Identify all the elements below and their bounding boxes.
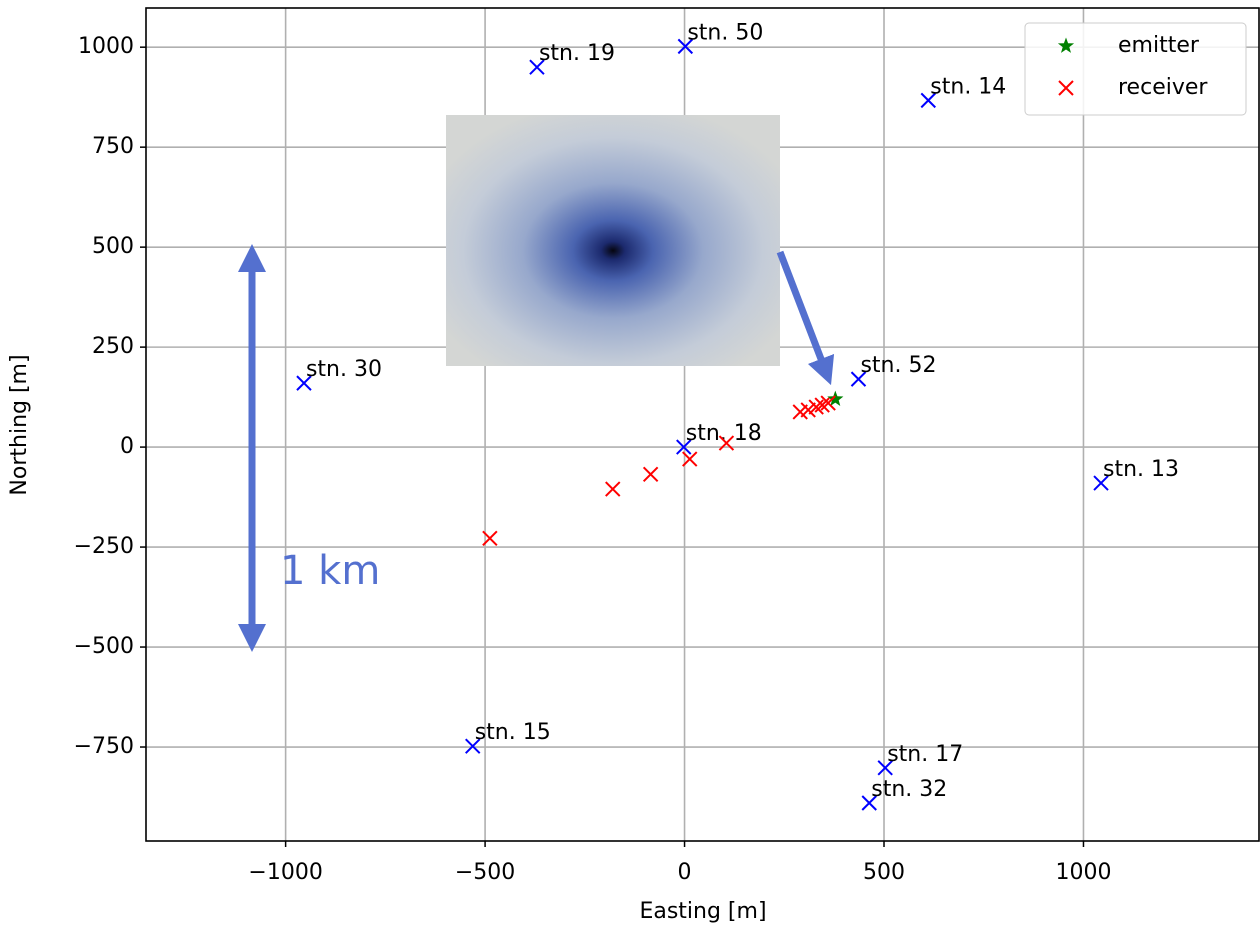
station-label: stn. 30 [306, 357, 382, 382]
legend-label: receiver [1118, 75, 1208, 100]
x-marker [877, 760, 893, 776]
x-tick-label: 500 [863, 860, 905, 885]
x-marker [861, 795, 877, 811]
x-tick-label: −500 [455, 860, 515, 885]
emitter-marker [827, 390, 844, 406]
y-tick-label: −750 [74, 734, 134, 759]
x-marker [800, 402, 816, 418]
scale-label: 1 km [280, 548, 380, 594]
x-axis-label: Easting [m] [639, 899, 766, 924]
station-label: stn. 13 [1103, 457, 1179, 482]
x-tick-label: −1000 [248, 860, 322, 885]
emitter-marker [1057, 37, 1075, 53]
y-tick-label: −250 [74, 534, 134, 559]
station-label: stn. 18 [686, 421, 762, 446]
station-label: stn. 32 [871, 777, 947, 802]
x-marker [820, 395, 836, 411]
station-label: stn. 52 [860, 353, 936, 378]
x-marker [676, 439, 692, 455]
x-marker [605, 481, 621, 497]
y-tick-label: 750 [92, 134, 134, 159]
x-marker [920, 92, 936, 109]
photo-arrow [776, 250, 835, 386]
y-tick-label: 1000 [78, 34, 134, 59]
legend-box [1024, 22, 1247, 116]
x-marker [482, 530, 498, 546]
station-label: stn. 50 [687, 20, 763, 45]
x-marker [642, 466, 659, 482]
y-tick-label: 500 [92, 234, 134, 259]
x-marker [529, 59, 545, 75]
x-tick-label: 0 [678, 860, 692, 885]
y-tick-label: 0 [120, 434, 134, 459]
legend: emitter receiver [1024, 22, 1247, 116]
x-marker [1058, 80, 1074, 96]
legend-label: emitter [1118, 33, 1200, 58]
y-tick-label: −500 [74, 634, 134, 659]
x-marker [850, 371, 867, 387]
x-marker [718, 435, 735, 451]
station-label: stn. 14 [930, 74, 1006, 99]
y-axis-label: Northing [m] [7, 354, 32, 495]
x-marker [1093, 475, 1109, 491]
x-marker [677, 38, 694, 55]
borehole-photo [446, 115, 780, 366]
marks: stn. 19 stn. 50 stn. 14 stn. 30 stn. 52 stn. … [296, 20, 1179, 811]
station-label: stn. 19 [539, 41, 615, 66]
x-tick-label: 1000 [1055, 860, 1111, 885]
x-marker [682, 451, 698, 467]
axes-frame [145, 7, 1260, 842]
y-tick-label: 250 [92, 334, 134, 359]
station-label: stn. 17 [887, 742, 963, 767]
x-marker [465, 738, 481, 754]
x-marker [296, 375, 312, 391]
station-label: stn. 15 [475, 720, 551, 745]
